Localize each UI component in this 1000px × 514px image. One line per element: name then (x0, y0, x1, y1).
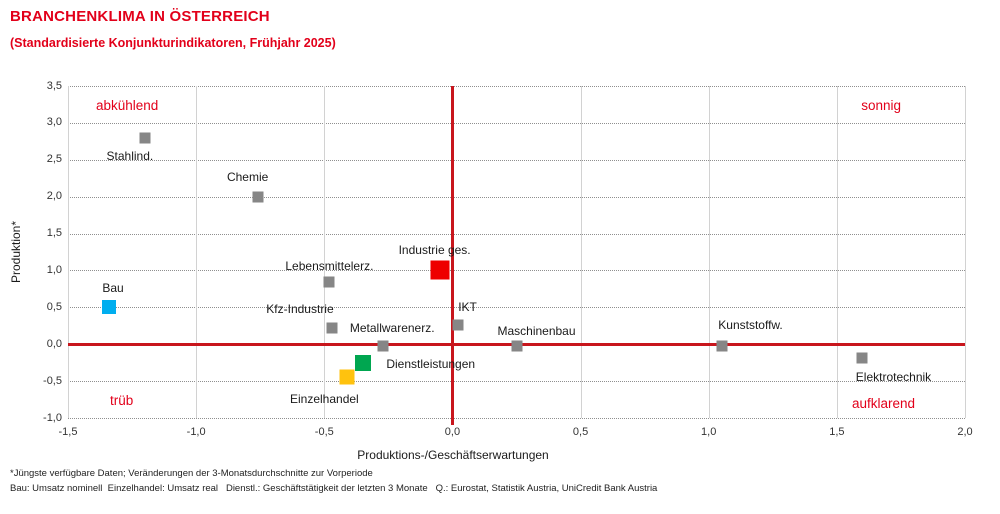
scatter-label-industrie-ges: Industrie ges. (398, 243, 471, 258)
gridline-horizontal (68, 418, 965, 419)
y-axis-tick-label: 1,5 (46, 227, 62, 240)
y-axis-tick-label: 0,5 (46, 300, 62, 313)
zero-line-vertical (451, 86, 455, 425)
y-axis-title: Produktion* (9, 220, 23, 284)
scatter-label-elektrotechnik: Elektrotechnik (855, 369, 932, 384)
x-axis-tick-label: 2,0 (957, 426, 973, 438)
scatter-marker-kunststoffw (716, 340, 728, 352)
scatter-marker-industrie-ges (430, 260, 450, 280)
scatter-label-dienstleistungen: Dienstleistungen (386, 356, 476, 371)
gridline-horizontal (68, 307, 965, 309)
y-axis-tick-label: 1,0 (46, 263, 62, 276)
x-axis-tick-label: 1,5 (829, 426, 845, 438)
y-axis-tick-label: 3,5 (46, 79, 62, 92)
plot-area: abkühlend sonnig trüb aufklarend Stahlin… (68, 86, 966, 425)
footnote-line-2: Bau: Umsatz nominell Einzelhandel: Umsat… (10, 483, 658, 494)
gridline-vertical (580, 86, 582, 418)
x-axis-tick-label: -0,5 (314, 426, 334, 438)
gridline-horizontal (68, 196, 965, 198)
page-title: BRANCHENKLIMA IN ÖSTERREICH (10, 8, 270, 25)
x-axis-tick-label: 0,0 (444, 426, 461, 438)
quadrant-label-sonnig: sonnig (861, 98, 901, 113)
x-axis-tick-label: -1,0 (186, 426, 206, 438)
scatter-marker-ikt (452, 319, 464, 331)
quadrant-label-abkuehlend: abkühlend (96, 98, 159, 113)
gridline-vertical (965, 86, 966, 418)
y-axis-tick-label: 3,0 (46, 116, 62, 129)
scatter-label-lebensmittelerz: Lebensmittelerz. (285, 258, 374, 273)
y-axis-tick-label: -0,5 (43, 374, 62, 387)
gridline-vertical (68, 86, 69, 418)
scatter-label-bau: Bau (102, 281, 124, 296)
y-axis-tick-label: -1,0 (43, 411, 62, 424)
scatter-label-chemie: Chemie (226, 169, 269, 184)
scatter-label-maschinenbau: Maschinenbau (497, 323, 576, 338)
scatter-marker-chemie (252, 191, 264, 203)
quadrant-label-trueb: trüb (110, 393, 134, 408)
scatter-label-metallwarenerz: Metallwarenerz. (349, 320, 435, 335)
x-axis-tick-label: 0,5 (572, 426, 589, 438)
x-axis-title: Produktions-/Geschäftserwartungen (357, 448, 549, 462)
gridline-vertical (196, 86, 198, 418)
x-axis-tick-label: -1,5 (58, 426, 78, 438)
scatter-marker-maschinenbau (511, 340, 522, 352)
scatter-marker-metallwarenerz (377, 340, 389, 352)
scatter-label-kunststoffw: Kunststoffw. (718, 317, 783, 332)
y-axis-tick-label: 0,0 (46, 337, 62, 350)
quadrant-label-aufklarend: aufklarend (851, 396, 915, 411)
y-axis-tick-label: 2,0 (46, 190, 62, 203)
x-axis-tick-label: 1,0 (701, 426, 717, 438)
scatter-marker-elektrotechnik (856, 352, 868, 363)
scatter-marker-stahlind (139, 132, 151, 144)
scatter-marker-einzelhandel (339, 369, 355, 385)
scatter-marker-lebensmittelerz (323, 276, 335, 287)
gridline-horizontal (68, 122, 965, 124)
gridline-vertical (324, 86, 326, 418)
gridline-horizontal (68, 381, 965, 383)
y-axis-tick-label: 2,5 (46, 153, 62, 166)
scatter-label-einzelhandel: Einzelhandel (289, 392, 359, 407)
page-subtitle: (Standardisierte Konjunkturindikatoren, … (10, 36, 336, 50)
scatter-label-kfz-industrie: Kfz-Industrie (266, 301, 334, 316)
scatter-label-stahlind: Stahlind. (106, 148, 154, 163)
gridline-horizontal (68, 233, 965, 235)
scatter-label-ikt: IKT (458, 300, 477, 315)
gridline-horizontal (68, 270, 965, 272)
gridline-horizontal (68, 159, 965, 161)
scatter-marker-kfz-industrie (326, 322, 338, 334)
gridline-vertical (708, 86, 710, 418)
gridline-horizontal (68, 86, 965, 87)
footnote-line-1: *Jüngste verfügbare Daten; Veränderungen… (10, 468, 373, 479)
gridline-vertical (836, 86, 838, 418)
scatter-marker-bau (102, 300, 116, 315)
scatter-marker-dienstleistungen (354, 354, 371, 371)
